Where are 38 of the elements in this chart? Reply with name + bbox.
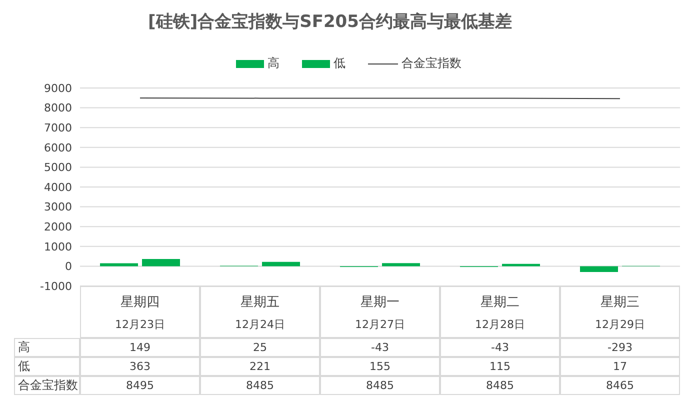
data-label: 17 (560, 357, 680, 376)
data-label: 115 (440, 357, 560, 376)
text: 合金宝指数 (18, 378, 78, 392)
y-tick-label: 9000 (44, 82, 72, 95)
data-label: 8485 (440, 376, 560, 395)
y-tick-label: 5000 (44, 161, 72, 174)
data-label: 8495 (80, 376, 200, 395)
y-tick-label: 6000 (44, 141, 72, 154)
data-label: 8485 (320, 376, 440, 395)
text: 高 (18, 340, 30, 354)
data-label: -43 (320, 338, 440, 357)
x-tick-label: 星期四 12月23日 (115, 294, 165, 332)
legend-label: 低 (334, 55, 346, 72)
data-label: 221 (200, 357, 320, 376)
y-tick-label: 3000 (44, 200, 72, 214)
data-label: 149 (80, 338, 200, 357)
chart-title: [硅铁]合金宝指数与SF205合约最高与最低基差 (147, 11, 513, 33)
legend-label: 合金宝指数 (402, 55, 462, 72)
data-label: -293 (560, 338, 680, 357)
x-tick-label: 星期一 12月27日 (355, 294, 405, 332)
data-label: -43 (440, 338, 560, 357)
data-label: 155 (320, 357, 440, 376)
y-tick-label: 7000 (44, 122, 72, 135)
legend-label: 高 (268, 55, 280, 72)
text: 低 (18, 359, 30, 373)
y-tick-label: 2000 (44, 220, 72, 234)
x-tick-label: 星期二 12月28日 (475, 294, 525, 332)
data-label: 25 (200, 338, 320, 357)
x-tick-label: 星期三 12月29日 (595, 294, 645, 332)
x-tick-label: 星期五 12月24日 (235, 294, 285, 332)
data-label: 363 (80, 357, 200, 376)
data-label: 8465 (560, 376, 680, 395)
y-tick-label: 0 (65, 260, 72, 274)
y-tick-label: 8000 (44, 102, 72, 115)
y-tick-label: 4000 (44, 180, 72, 194)
y-tick-label: 1000 (44, 240, 72, 254)
data-label: 8485 (200, 376, 320, 395)
y-tick-label: -1000 (40, 280, 72, 293)
